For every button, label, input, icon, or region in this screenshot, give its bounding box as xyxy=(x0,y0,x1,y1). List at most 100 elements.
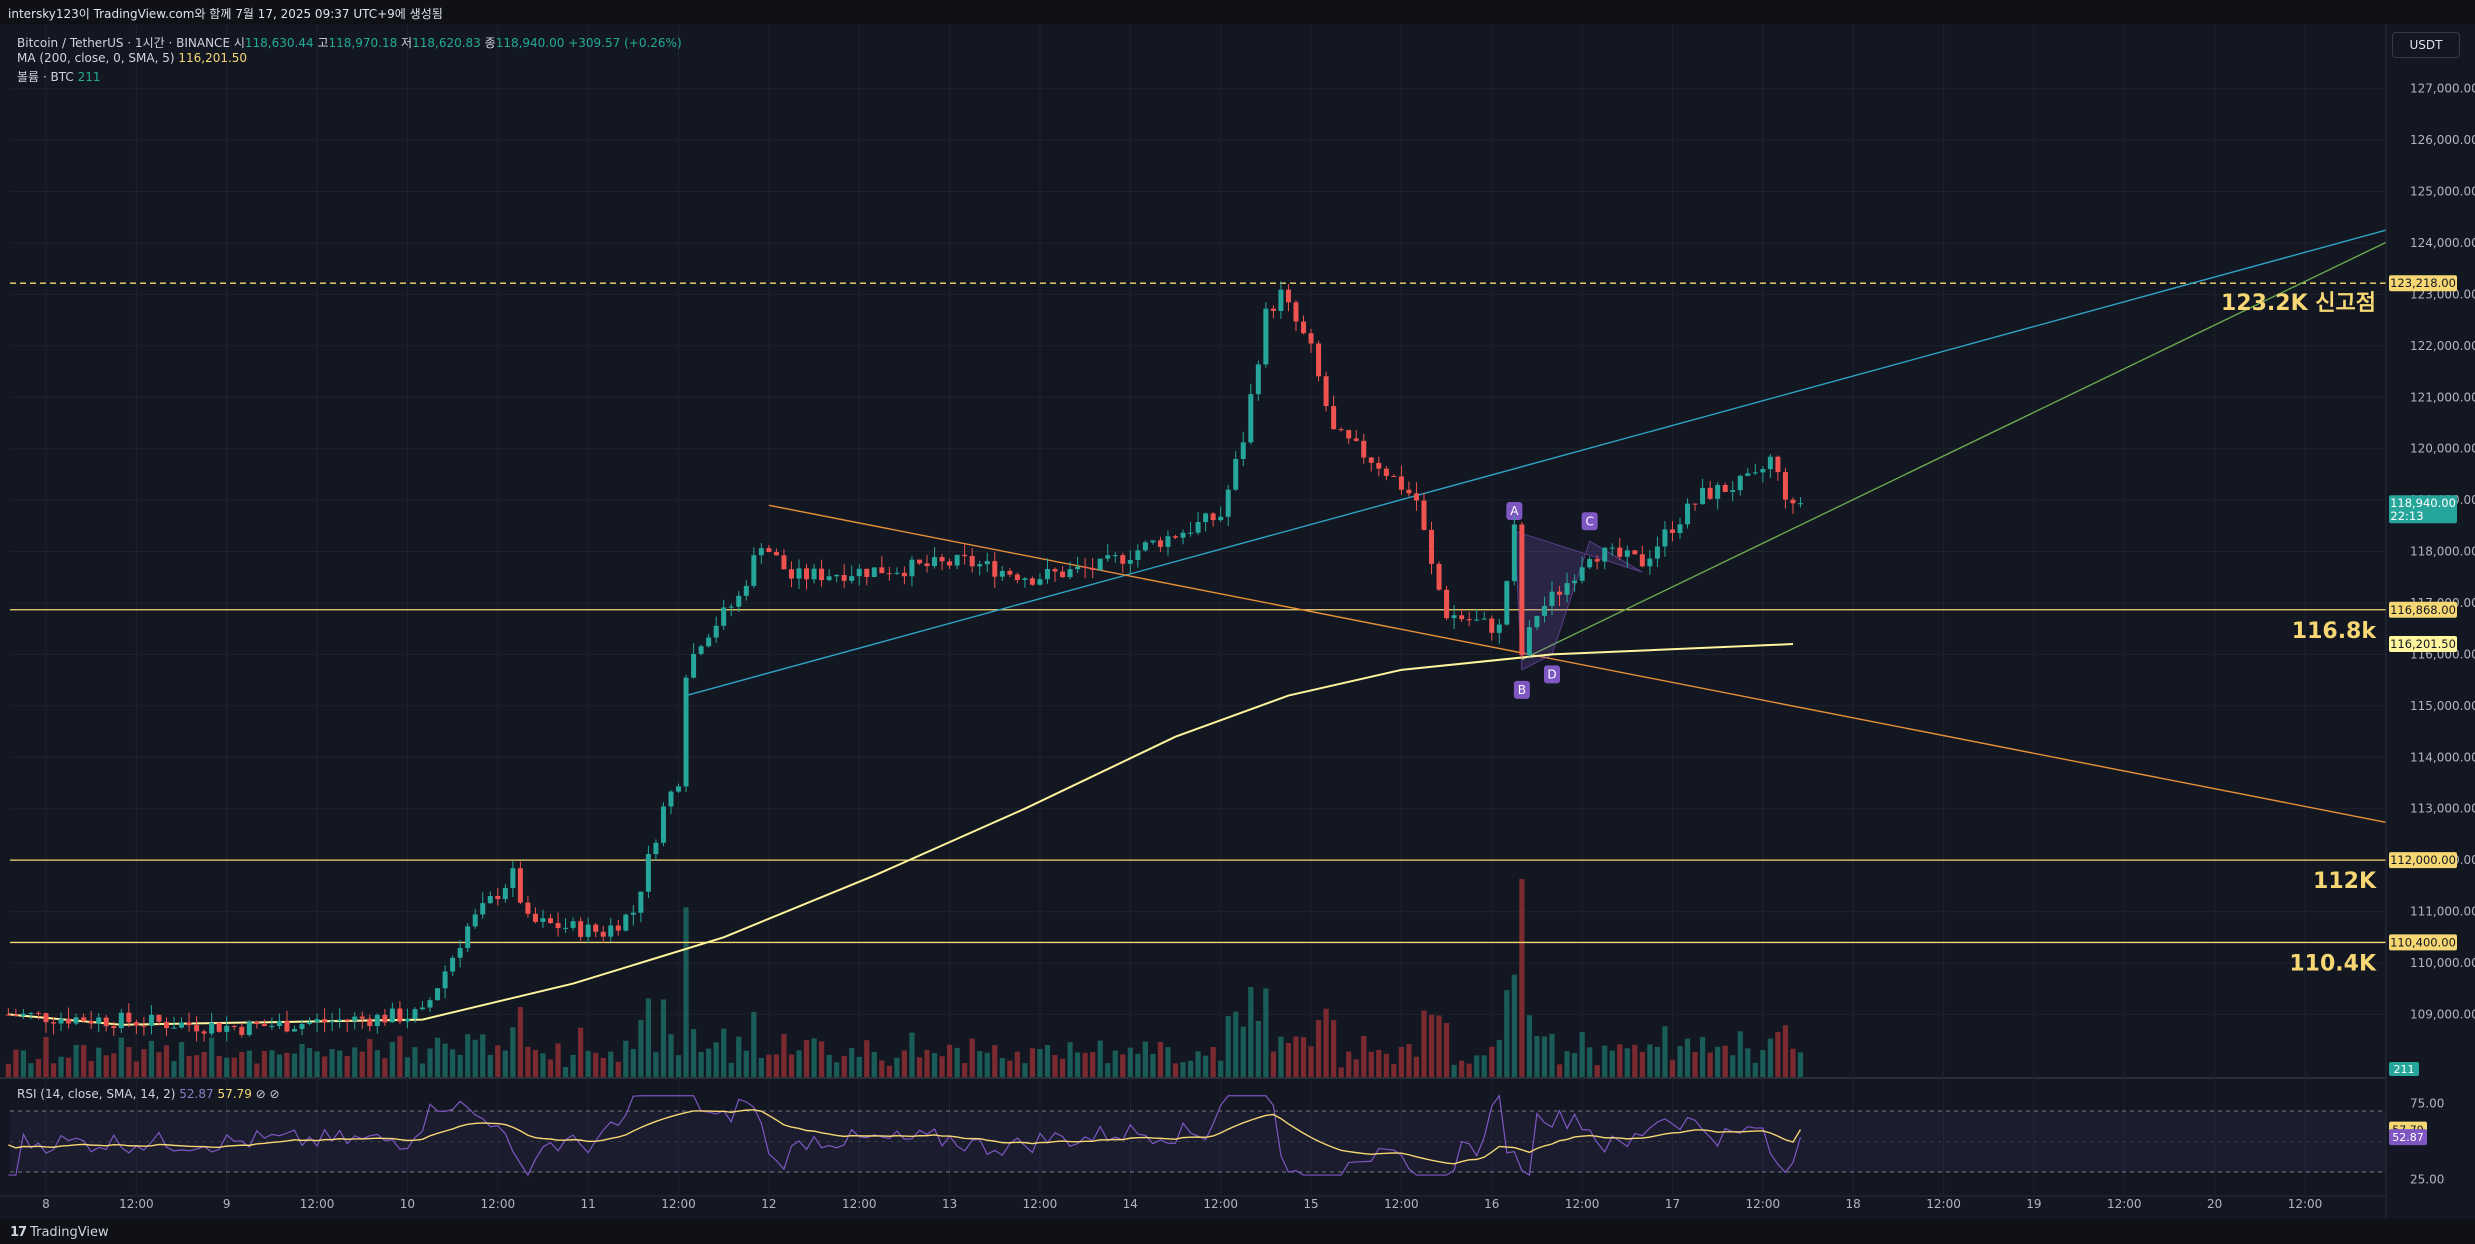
settings-icon[interactable]: ⊘ xyxy=(269,1087,280,1101)
candle-body xyxy=(683,677,689,787)
candle-body xyxy=(1632,550,1638,555)
abcd-pattern: A B C D xyxy=(1506,501,1643,699)
time-tick-label: 19 xyxy=(2026,1197,2041,1211)
candle-body xyxy=(246,1021,252,1035)
volume-bar xyxy=(20,1050,27,1077)
volume-bar xyxy=(1654,1046,1661,1077)
volume-bar xyxy=(1609,1050,1615,1077)
time-tick-label: 12:00 xyxy=(842,1197,877,1211)
tv-logo-icon: 17 xyxy=(10,1225,27,1240)
volume-legend[interactable]: 볼륨 · BTC 211 xyxy=(17,68,101,85)
volume-bar xyxy=(1767,1038,1773,1077)
ma-legend[interactable]: MA (200, close, 0, SMA, 5) 116,201.50 xyxy=(17,51,247,65)
candle-body xyxy=(1511,524,1517,582)
volume-bar xyxy=(931,1053,938,1077)
candle-body xyxy=(698,646,704,654)
candle-body xyxy=(299,1024,305,1030)
candle-body xyxy=(397,1008,403,1022)
candle-body xyxy=(1203,513,1209,523)
volume-bar xyxy=(841,1055,847,1077)
volume-value-label-bg xyxy=(2389,1062,2419,1076)
volume-bar xyxy=(849,1048,855,1077)
candles xyxy=(5,281,1803,1042)
volume-bar xyxy=(5,1063,11,1077)
candle-body xyxy=(517,868,523,903)
candle-body xyxy=(766,548,772,553)
volume-bar xyxy=(1331,1020,1337,1077)
pattern-point-label: A xyxy=(1510,504,1519,518)
candle-body xyxy=(706,637,712,647)
currency-button[interactable]: USDT xyxy=(2392,32,2460,58)
volume-bar xyxy=(1187,1060,1194,1077)
candle-body xyxy=(1767,456,1773,470)
volume-bar xyxy=(683,907,689,1077)
volume-bar xyxy=(924,1049,930,1077)
time-tick-label: 12:00 xyxy=(2288,1197,2323,1211)
candle-body xyxy=(224,1025,230,1032)
volume-bar xyxy=(811,1038,817,1077)
volume-bar xyxy=(1218,1060,1224,1077)
volume-bar xyxy=(1338,1067,1344,1077)
volume-bar xyxy=(525,1046,531,1077)
candle-body xyxy=(826,576,832,581)
time-tick-label: 14 xyxy=(1123,1197,1138,1211)
volume-bar xyxy=(630,1048,636,1077)
candle-body xyxy=(540,918,546,922)
volume-bar xyxy=(1300,1037,1307,1077)
candle-body xyxy=(1052,569,1058,572)
volume-bar xyxy=(133,1061,139,1077)
candle-body xyxy=(337,1019,343,1021)
candle-body xyxy=(630,912,636,915)
volume-bar xyxy=(826,1054,832,1077)
candle-body xyxy=(1060,571,1066,578)
candle-body xyxy=(532,913,538,922)
candle-body xyxy=(1105,555,1111,559)
candle-body xyxy=(932,557,938,567)
volume-bar xyxy=(736,1036,742,1077)
candle-body xyxy=(1775,456,1781,473)
volume-bar xyxy=(1481,1055,1487,1077)
price-value-label-bg xyxy=(2389,934,2457,951)
volume-bar xyxy=(1052,1054,1058,1077)
candle-body xyxy=(352,1016,358,1021)
volume-bar xyxy=(547,1059,554,1077)
volume-bar xyxy=(1504,990,1510,1077)
volume-bar xyxy=(96,1047,102,1077)
candle-body xyxy=(156,1014,162,1022)
volume-bar xyxy=(73,1044,79,1077)
chart-canvas[interactable]: A B C D 123.2K 신고점 116.8k 112K 110.4K 109,000.… xyxy=(0,24,2475,1219)
high-value: 118,970.18 xyxy=(328,36,398,50)
candle-body xyxy=(1188,532,1194,534)
eye-off-icon[interactable]: ⊘ xyxy=(255,1087,266,1101)
candle-body xyxy=(570,921,576,928)
candle-body xyxy=(1293,302,1299,322)
pattern-point-label: B xyxy=(1518,683,1526,697)
symbol-legend[interactable]: Bitcoin / TetherUS · 1시간 · BINANCE 시118,… xyxy=(17,34,682,51)
volume-bar xyxy=(419,1063,426,1077)
volume-bar xyxy=(992,1045,998,1077)
candle-body xyxy=(111,1026,117,1029)
volume-bar xyxy=(1308,1046,1314,1077)
candle-body xyxy=(171,1027,177,1029)
price-value-label: 112,000.00 xyxy=(2390,853,2456,867)
candle-body xyxy=(1398,476,1404,490)
candle-body xyxy=(1669,529,1675,533)
candle-body xyxy=(871,567,877,577)
volume-bar xyxy=(962,1063,968,1077)
open-label: 시 xyxy=(233,36,245,50)
rsi-legend[interactable]: RSI (14, close, SMA, 14, 2) 52.87 57.79 … xyxy=(17,1087,280,1101)
candle-body xyxy=(450,957,456,972)
tradingview-brand: TradingView xyxy=(30,1225,109,1240)
volume-bar xyxy=(751,1011,757,1077)
volume-bar xyxy=(1346,1051,1352,1077)
volume-bar xyxy=(480,1034,486,1077)
volume-bar xyxy=(1639,1052,1645,1077)
price-value-label-bg xyxy=(2389,495,2457,524)
volume-bar xyxy=(977,1051,983,1077)
candle-body xyxy=(578,921,584,937)
volume-value: 211 xyxy=(77,70,101,84)
candle-body xyxy=(886,573,892,575)
candle-body xyxy=(977,564,983,567)
candle-body xyxy=(1760,469,1766,473)
top-caption-bar: intersky123이 TradingView.com와 함께 7월 17, … xyxy=(0,0,2475,24)
